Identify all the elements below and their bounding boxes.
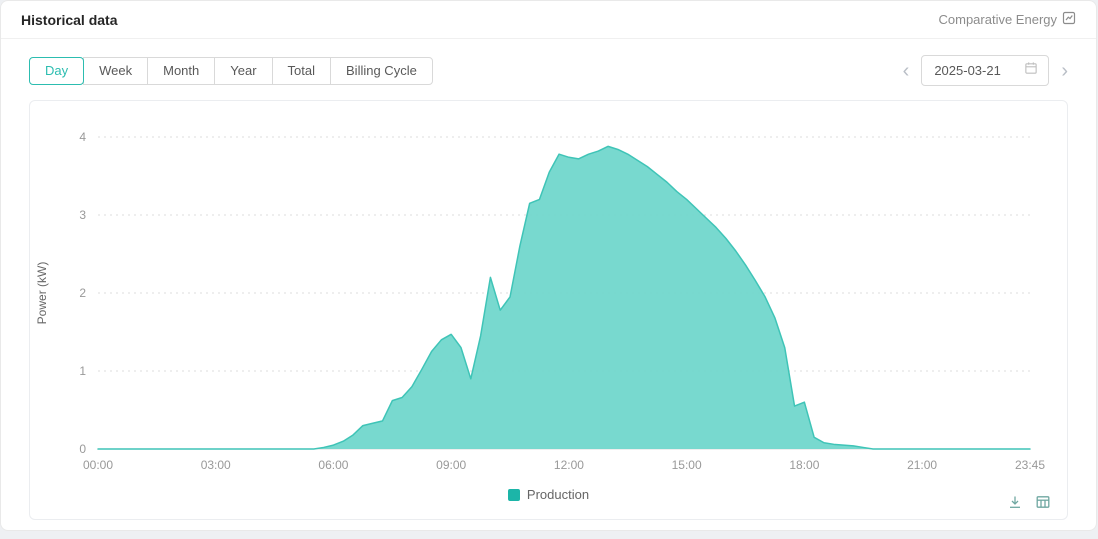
chart-legend[interactable]: Production <box>30 487 1067 502</box>
controls-row: Day Week Month Year Total Billing Cycle … <box>1 39 1096 98</box>
date-navigation: ‹ › <box>903 55 1068 86</box>
chart-panel: 0 1 2 3 4 00:00 03:00 06:00 09:00 12:00 15:00 18:00… <box>29 100 1068 520</box>
svg-text:Power (kW): Power (kW) <box>35 262 49 325</box>
production-legend-swatch <box>507 488 520 501</box>
period-tab-group: Day Week Month Year Total Billing Cycle <box>29 56 433 85</box>
svg-text:03:00: 03:00 <box>201 458 231 472</box>
svg-text:12:00: 12:00 <box>554 458 584 472</box>
download-icon[interactable] <box>1007 494 1023 510</box>
svg-text:0: 0 <box>79 442 86 456</box>
svg-text:15:00: 15:00 <box>672 458 702 472</box>
svg-text:4: 4 <box>79 130 86 144</box>
chart-toolbox <box>1007 494 1051 510</box>
comparative-energy-link[interactable]: Comparative Energy <box>939 11 1077 28</box>
data-view-icon[interactable] <box>1035 494 1051 510</box>
previous-day-icon[interactable]: ‹ <box>902 59 910 82</box>
tab-month[interactable]: Month <box>147 56 216 85</box>
svg-text:23:45: 23:45 <box>1015 458 1045 472</box>
page-title: Historical data <box>21 11 118 28</box>
svg-text:2: 2 <box>79 286 86 300</box>
calendar-icon <box>1024 61 1038 80</box>
date-picker[interactable] <box>921 55 1050 86</box>
comparative-energy-icon <box>1062 11 1076 28</box>
svg-text:1: 1 <box>79 364 86 378</box>
svg-text:00:00: 00:00 <box>83 458 113 472</box>
production-legend-label: Production <box>526 487 590 502</box>
svg-text:18:00: 18:00 <box>789 458 819 472</box>
svg-text:3: 3 <box>79 208 86 222</box>
svg-text:21:00: 21:00 <box>907 458 937 472</box>
comparative-energy-label: Comparative Energy <box>938 12 1058 27</box>
svg-text:09:00: 09:00 <box>436 458 466 472</box>
production-area-chart[interactable]: 0 1 2 3 4 00:00 03:00 06:00 09:00 12:00 15:00 18:00… <box>30 107 1068 485</box>
tab-day[interactable]: Day <box>29 56 85 85</box>
tab-billing-cycle[interactable]: Billing Cycle <box>330 56 433 85</box>
next-day-icon[interactable]: › <box>1061 59 1068 82</box>
date-input[interactable] <box>932 62 1019 79</box>
svg-text:06:00: 06:00 <box>318 458 348 472</box>
tab-year[interactable]: Year <box>214 56 273 85</box>
tab-week[interactable]: Week <box>83 56 149 85</box>
card-header: Historical data Comparative Energy <box>1 1 1096 39</box>
tab-total[interactable]: Total <box>271 56 332 85</box>
